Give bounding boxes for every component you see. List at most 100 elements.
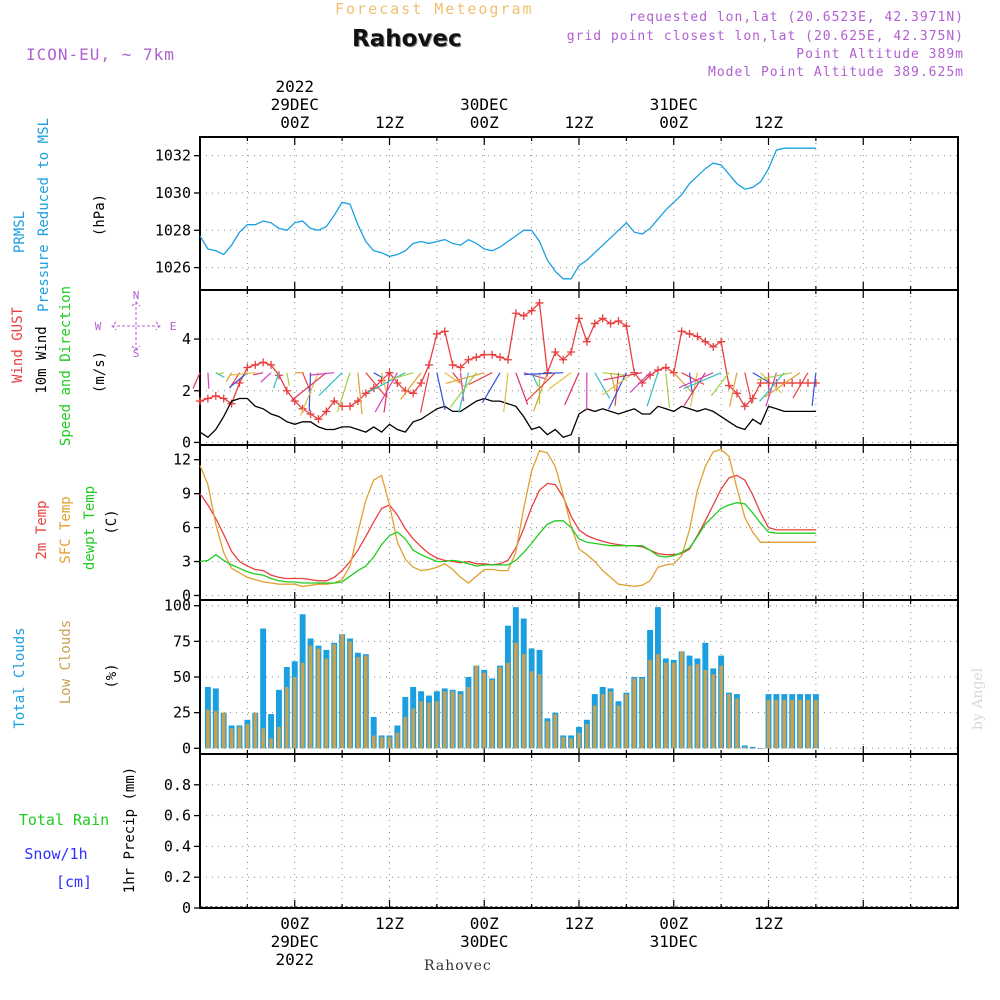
low-cloud-bar bbox=[545, 721, 550, 749]
clouds-total-label: Total Clouds bbox=[12, 627, 28, 728]
wind-direction-arrow bbox=[523, 372, 564, 376]
gust-marker bbox=[701, 337, 710, 346]
y-tick-label: 1032 bbox=[155, 147, 191, 165]
top-time-label: 29DEC bbox=[271, 95, 319, 114]
low-cloud-bar bbox=[514, 642, 518, 749]
gust-marker bbox=[219, 394, 228, 403]
low-cloud-bar bbox=[364, 655, 368, 749]
y-tick-label: 0 bbox=[182, 739, 191, 757]
wind-direction-arrow bbox=[608, 372, 627, 410]
y-tick-label: 100 bbox=[164, 597, 191, 615]
top-time-label: 00Z bbox=[470, 113, 499, 132]
wind-direction-arrow bbox=[610, 372, 617, 391]
wind-direction-arrow bbox=[564, 372, 580, 406]
y-tick-label: 0.4 bbox=[164, 837, 191, 855]
low-cloud-bar bbox=[640, 678, 644, 749]
rain-label: Total Rain bbox=[19, 811, 109, 829]
panel-frame-precip bbox=[199, 753, 959, 909]
gust-marker bbox=[496, 353, 505, 362]
low-cloud-bar bbox=[790, 699, 794, 749]
low-cloud-bar bbox=[679, 651, 684, 749]
low-cloud-bar bbox=[387, 736, 392, 749]
wind-direction-arrow bbox=[309, 372, 335, 376]
low-cloud-bar bbox=[237, 726, 242, 749]
wind-direction-arrow bbox=[602, 372, 626, 376]
y-tick-label: 0 bbox=[182, 899, 191, 917]
t2m-line bbox=[199, 474, 816, 582]
wind-direction-arrow bbox=[445, 372, 485, 385]
low-cloud-bar bbox=[774, 699, 779, 749]
station-name: Rahovec bbox=[352, 26, 462, 52]
gust-marker bbox=[346, 402, 355, 411]
low-cloud-bar bbox=[371, 735, 376, 749]
gust-marker bbox=[559, 355, 568, 364]
top-time-label: 30DEC bbox=[460, 95, 508, 114]
total-cloud-bar bbox=[370, 716, 377, 749]
bottom-time-label: 12Z bbox=[754, 914, 783, 933]
wind-direction-arrow bbox=[594, 372, 611, 399]
wind-direction-arrow bbox=[207, 372, 210, 389]
temp-unit: (C) bbox=[104, 509, 120, 534]
bottom-time-label: 30DEC bbox=[460, 932, 508, 951]
gust-marker bbox=[717, 337, 726, 346]
y-tick-label: 1026 bbox=[155, 259, 191, 277]
gust-marker bbox=[267, 360, 276, 369]
low-cloud-bar bbox=[316, 648, 321, 749]
wind-speed-line bbox=[199, 397, 816, 439]
pressure-label-2: Pressure Reduced to MSL bbox=[36, 118, 52, 312]
low-cloud-bar bbox=[277, 726, 281, 749]
gust-marker bbox=[243, 363, 252, 372]
wind-direction-arrow bbox=[260, 372, 272, 383]
compass-w: W bbox=[95, 320, 102, 333]
low-cloud-bar bbox=[814, 699, 818, 749]
gust-marker bbox=[259, 358, 268, 367]
low-cloud-bar bbox=[727, 694, 731, 749]
bottom-time-label: 31DEC bbox=[650, 932, 698, 951]
gust-marker bbox=[503, 355, 512, 364]
bottom-time-label: 29DEC bbox=[271, 932, 319, 951]
low-cloud-bar bbox=[379, 736, 384, 749]
gust-marker bbox=[282, 386, 291, 395]
wind-direction-arrow bbox=[744, 372, 753, 404]
gust-marker bbox=[235, 379, 244, 387]
low-cloud-bar bbox=[782, 699, 787, 749]
meta-gridpoint: grid point closest lon,lat (20.625E, 42.… bbox=[566, 29, 964, 44]
wind-direction-arrow bbox=[760, 372, 782, 394]
gust-marker bbox=[330, 397, 339, 406]
wind-gust-label: Wind GUST bbox=[10, 307, 26, 383]
low-cloud-bar bbox=[324, 658, 329, 749]
top-time-label: 2022 bbox=[275, 77, 314, 96]
wind-direction-arrow bbox=[678, 372, 714, 389]
gust-marker bbox=[480, 350, 489, 359]
wind-direction-arrow bbox=[601, 372, 635, 396]
wind-direction-arrow bbox=[458, 372, 470, 413]
gust-marker bbox=[567, 348, 576, 356]
wind-direction-arrow bbox=[291, 372, 327, 401]
low-cloud-bar bbox=[435, 701, 439, 749]
pressure-line bbox=[199, 147, 816, 280]
compass-s: S bbox=[133, 347, 140, 360]
gust-marker bbox=[211, 391, 220, 400]
temp-dew-label: dewpt Temp bbox=[82, 486, 98, 570]
y-tick-label: 25 bbox=[173, 704, 191, 722]
low-cloud-bar bbox=[695, 664, 700, 749]
gust-marker bbox=[590, 319, 599, 328]
wind-direction-arrow bbox=[515, 372, 529, 405]
low-cloud-bar bbox=[253, 712, 258, 749]
meta-point-altitude: Point Altitude 389m bbox=[796, 47, 964, 62]
low-cloud-bar bbox=[632, 678, 637, 749]
low-cloud-bar bbox=[261, 728, 265, 749]
low-cloud-bar bbox=[466, 686, 471, 749]
snow-unit-label: [cm] bbox=[56, 873, 92, 891]
low-cloud-bar bbox=[624, 694, 629, 749]
y-tick-label: 9 bbox=[182, 485, 191, 503]
total-cloud-bar bbox=[268, 714, 275, 749]
low-cloud-bar bbox=[340, 634, 344, 749]
y-tick-label: 0 bbox=[182, 586, 191, 604]
gust-marker bbox=[748, 394, 757, 403]
gust-marker bbox=[551, 348, 560, 356]
gust-marker bbox=[322, 407, 331, 416]
gust-marker bbox=[661, 363, 670, 372]
low-cloud-bar bbox=[585, 724, 589, 749]
wind-unit: (m/s) bbox=[92, 351, 108, 393]
